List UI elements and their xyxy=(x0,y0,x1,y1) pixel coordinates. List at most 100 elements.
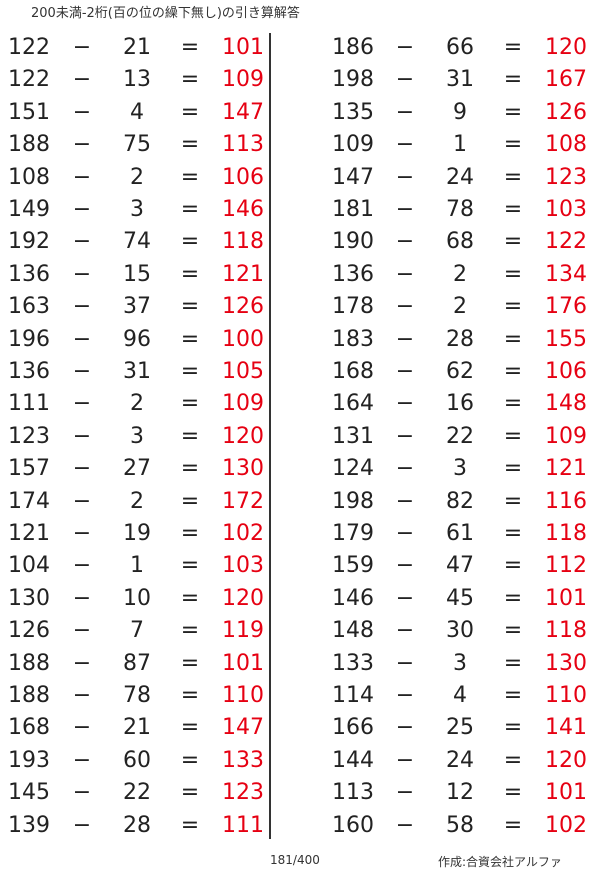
minus-sign: − xyxy=(395,294,415,320)
subtrahend: 60 xyxy=(123,747,151,773)
minuend: 144 xyxy=(332,747,374,773)
minuend: 135 xyxy=(332,99,374,125)
page-number: 181/400 xyxy=(270,853,320,867)
equals-sign: = xyxy=(180,585,200,611)
minus-sign: − xyxy=(395,359,415,384)
minus-sign: − xyxy=(395,585,415,611)
answer: 120 xyxy=(222,423,264,449)
minuend: 198 xyxy=(332,67,374,93)
subtrahend: 12 xyxy=(446,780,474,806)
answer: 101 xyxy=(222,650,264,676)
minuend: 188 xyxy=(8,132,50,158)
subtrahend: 96 xyxy=(123,326,151,352)
minus-sign: − xyxy=(72,197,92,222)
minus-sign: − xyxy=(72,780,92,806)
answer: 101 xyxy=(545,585,587,611)
minuend: 145 xyxy=(8,780,50,806)
equals-sign: = xyxy=(180,650,200,676)
minuend: 183 xyxy=(332,326,374,352)
equals-sign: = xyxy=(503,132,523,158)
equals-sign: = xyxy=(180,132,200,158)
minus-sign: − xyxy=(395,423,415,449)
minuend: 151 xyxy=(8,99,50,125)
answer: 134 xyxy=(545,261,587,287)
minuend: 147 xyxy=(332,164,374,190)
minus-sign: − xyxy=(72,423,92,449)
equals-sign: = xyxy=(503,780,523,806)
minuend: 139 xyxy=(8,812,50,838)
minus-sign: − xyxy=(72,391,92,417)
minus-sign: − xyxy=(72,359,92,384)
answer: 109 xyxy=(222,391,264,417)
answer: 123 xyxy=(222,780,264,806)
answer: 126 xyxy=(545,99,587,125)
subtrahend: 1 xyxy=(453,132,467,158)
subtrahend: 22 xyxy=(123,780,151,806)
minuend: 136 xyxy=(332,261,374,287)
minus-sign: − xyxy=(72,456,92,482)
answer: 113 xyxy=(222,132,264,158)
minus-sign: − xyxy=(72,747,92,773)
minuend: 168 xyxy=(8,715,50,741)
equals-sign: = xyxy=(503,326,523,352)
equals-sign: = xyxy=(503,650,523,676)
minus-sign: − xyxy=(72,812,92,838)
minus-sign: − xyxy=(395,650,415,676)
equals-sign: = xyxy=(503,488,523,514)
equals-sign: = xyxy=(180,35,200,60)
minus-sign: − xyxy=(395,35,415,60)
minus-sign: − xyxy=(395,456,415,482)
minus-sign: − xyxy=(395,812,415,838)
minuend: 148 xyxy=(332,618,374,644)
answer: 106 xyxy=(545,359,587,384)
answer: 101 xyxy=(222,35,264,60)
minuend: 163 xyxy=(8,294,50,320)
answer: 100 xyxy=(222,326,264,352)
answer: 122 xyxy=(545,229,587,255)
equals-sign: = xyxy=(503,747,523,773)
minuend: 122 xyxy=(8,67,50,93)
subtrahend: 24 xyxy=(446,164,474,190)
subtrahend: 68 xyxy=(446,229,474,255)
minuend: 179 xyxy=(332,521,374,546)
minuend: 136 xyxy=(8,359,50,384)
minus-sign: − xyxy=(395,229,415,255)
subtrahend: 87 xyxy=(123,650,151,676)
answer: 141 xyxy=(545,715,587,741)
answer: 123 xyxy=(545,164,587,190)
minuend: 123 xyxy=(8,423,50,449)
subtrahend: 28 xyxy=(446,326,474,352)
minuend: 174 xyxy=(8,488,50,514)
answer: 103 xyxy=(222,553,264,579)
subtrahend: 22 xyxy=(446,423,474,449)
subtrahend: 2 xyxy=(130,488,144,514)
answer: 109 xyxy=(222,67,264,93)
minuend: 126 xyxy=(8,618,50,644)
minus-sign: − xyxy=(395,747,415,773)
subtrahend: 15 xyxy=(123,261,151,287)
minus-sign: − xyxy=(395,521,415,546)
equals-sign: = xyxy=(180,456,200,482)
equals-sign: = xyxy=(180,747,200,773)
subtrahend: 25 xyxy=(446,715,474,741)
answer: 147 xyxy=(222,99,264,125)
subtrahend: 21 xyxy=(123,715,151,741)
equals-sign: = xyxy=(180,391,200,417)
equals-sign: = xyxy=(180,229,200,255)
minus-sign: − xyxy=(72,683,92,708)
equals-sign: = xyxy=(503,423,523,449)
equals-sign: = xyxy=(503,812,523,838)
equals-sign: = xyxy=(503,521,523,546)
minuend: 193 xyxy=(8,747,50,773)
equals-sign: = xyxy=(503,359,523,384)
minus-sign: − xyxy=(395,99,415,125)
minus-sign: − xyxy=(395,67,415,93)
subtrahend: 4 xyxy=(453,683,467,708)
minus-sign: − xyxy=(72,261,92,287)
answer: 110 xyxy=(545,683,587,708)
minuend: 166 xyxy=(332,715,374,741)
equals-sign: = xyxy=(180,812,200,838)
answer: 118 xyxy=(545,618,587,644)
equals-sign: = xyxy=(180,326,200,352)
subtrahend: 2 xyxy=(130,164,144,190)
